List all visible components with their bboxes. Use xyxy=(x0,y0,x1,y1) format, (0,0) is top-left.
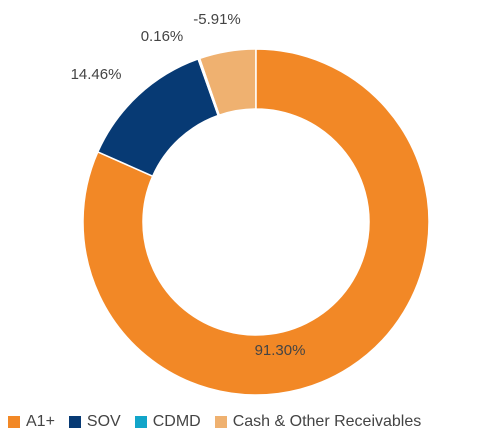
legend-swatch-a1plus xyxy=(8,416,20,428)
chart-legend: A1+ SOV CDMD Cash & Other Receivables xyxy=(8,413,421,431)
legend-item-cdmd: CDMD xyxy=(134,413,201,431)
legend-item-a1plus: A1+ xyxy=(8,413,55,431)
legend-item-sov: SOV xyxy=(68,413,121,431)
slice-label-sov: 14.46% xyxy=(71,66,122,83)
legend-swatch-sov xyxy=(68,416,81,428)
legend-swatch-cdmd xyxy=(134,416,147,428)
slice-labels: -5.91% 91.30% 14.46% 0.16% xyxy=(71,11,306,359)
slice-label-a1: 91.30% xyxy=(255,342,306,359)
slice-a1 xyxy=(82,48,430,396)
legend-label-a1plus: A1+ xyxy=(26,413,55,430)
legend-label-cdmd: CDMD xyxy=(152,413,201,430)
legend-label-cash: Cash & Other Receivables xyxy=(232,413,422,430)
legend-item-cash: Cash & Other Receivables xyxy=(214,413,422,431)
legend-swatch-cash xyxy=(214,416,227,428)
donut-slices xyxy=(82,48,430,396)
legend-label-sov: SOV xyxy=(86,413,121,430)
slice-cdmd xyxy=(197,57,221,117)
slice-label-cdmd: 0.16% xyxy=(141,28,184,45)
slice-label-cash-other-receivables: -5.91% xyxy=(193,11,241,28)
